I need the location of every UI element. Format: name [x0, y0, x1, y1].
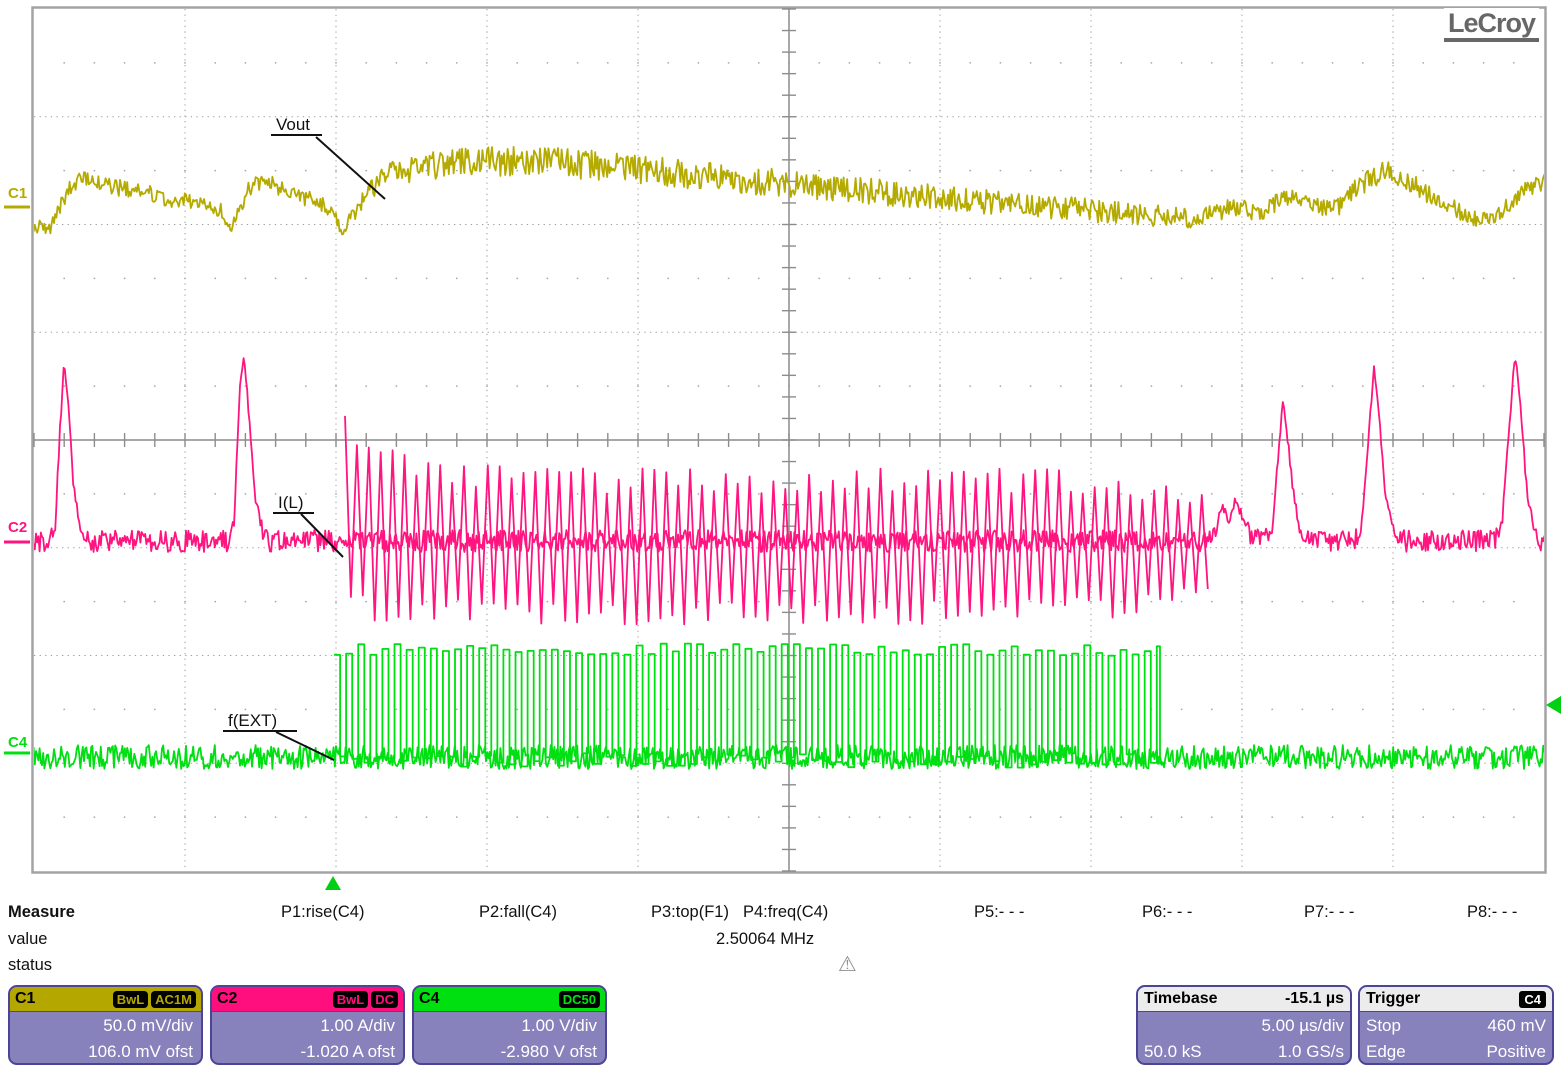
trigger-type: Edge: [1366, 1042, 1406, 1061]
channel-box-c2-header: C2 BwL DC: [212, 987, 403, 1012]
annotation-pointer-line: [300, 513, 344, 558]
waveforms: [34, 145, 1544, 770]
trigger-level-marker[interactable]: [1546, 696, 1561, 714]
channel-c4-offset: -2.980 V ofst: [500, 1042, 597, 1061]
annotation-fext: f(EXT): [223, 711, 335, 761]
trigger-mode: Stop: [1366, 1016, 1401, 1035]
channel-id-c4: C4: [419, 990, 440, 1007]
annotation-pointer-line: [315, 136, 386, 200]
coupling-badge-c4: DC50: [558, 990, 600, 1008]
channel-label-c4[interactable]: C4: [8, 734, 28, 751]
graticule: [31, 6, 1547, 874]
measure-status-row: status ⚠: [0, 952, 1562, 978]
channel-box-c1[interactable]: C1 BwL AC1M 50.0 mV/div 106.0 mV ofst: [8, 985, 203, 1065]
timebase-rate: 1.0 GS/s: [1277, 1042, 1344, 1061]
channel-c1-scale: 50.0 mV/div: [103, 1016, 193, 1035]
trace-c2-base: [34, 357, 1544, 553]
measure-p4-label[interactable]: P4:freq(C4): [743, 903, 829, 921]
channel-box-c2-body: 1.00 A/div -1.020 A ofst: [212, 1012, 403, 1063]
annotation-il: I(L): [273, 493, 344, 558]
channel-c2-scale: 1.00 A/div: [320, 1016, 395, 1035]
channel-box-c2[interactable]: C2 BwL DC 1.00 A/div -1.020 A ofst: [210, 985, 405, 1065]
coupling-badge-c1: AC1M: [151, 990, 196, 1008]
bwl-badge-c1: BwL: [112, 990, 149, 1008]
measure-label-row: Measure P1:rise(C4) P2:fall(C4) P3:top(F…: [0, 903, 1562, 925]
measure-value-row-label: value: [8, 930, 48, 948]
measure-p5-label[interactable]: P5:- - -: [974, 903, 1025, 921]
annotation-text: I(L): [278, 493, 304, 512]
channel-c2-offset: -1.020 A ofst: [300, 1042, 395, 1061]
measure-p3-label[interactable]: P3:top(F1): [651, 903, 729, 921]
measure-title: Measure: [8, 903, 75, 921]
annotation-text: Vout: [276, 115, 310, 134]
coupling-badge-c2: DC: [371, 990, 398, 1008]
trace-c4-burst: [334, 642, 1161, 769]
channel-c4-scale: 1.00 V/div: [521, 1016, 597, 1035]
annotation-text: f(EXT): [228, 711, 277, 730]
channel-box-c4-body: 1.00 V/div -2.980 V ofst: [414, 1012, 605, 1063]
trace-c2-burst: [344, 415, 1209, 626]
bwl-badge-c2: BwL: [332, 990, 369, 1008]
measure-p2-label[interactable]: P2:fall(C4): [479, 903, 557, 921]
channel-label-c1[interactable]: C1: [8, 185, 27, 202]
trigger-level: 460 mV: [1487, 1016, 1546, 1035]
timebase-samples: 50.0 kS: [1144, 1042, 1202, 1061]
measure-p4-value: 2.50064 MHz: [716, 930, 815, 948]
timebase-delay: -15.1 µs: [1284, 990, 1344, 1007]
measure-p6-label[interactable]: P6:- - -: [1142, 903, 1193, 921]
trigger-slope: Positive: [1486, 1042, 1546, 1061]
trace-c4-base: [34, 744, 1544, 770]
channel-box-c4-header: C4 DC50: [414, 987, 605, 1012]
lecroy-logo: LeCroy: [1444, 8, 1540, 42]
trigger-box[interactable]: Trigger C4 Stop 460 mV Edge Positive: [1358, 985, 1554, 1065]
measure-status-row-label: status: [8, 956, 53, 974]
channel-c1-offset: 106.0 mV ofst: [88, 1042, 193, 1061]
channel-box-c1-body: 50.0 mV/div 106.0 mV ofst: [10, 1012, 201, 1063]
annotation-pointer-line: [275, 731, 335, 761]
warning-icon: ⚠: [838, 952, 857, 976]
trace-c1: [34, 145, 1544, 236]
measure-value-row: value 2.50064 MHz: [0, 930, 1562, 952]
channel-id-c2: C2: [217, 990, 238, 1007]
trigger-time-marker[interactable]: [325, 876, 341, 890]
trigger-title: Trigger: [1366, 990, 1421, 1007]
measure-p7-label[interactable]: P7:- - -: [1304, 903, 1355, 921]
trigger-body: Stop 460 mV Edge Positive: [1360, 1012, 1552, 1063]
timebase-box[interactable]: Timebase -15.1 µs 5.00 µs/div 50.0 kS 1.…: [1136, 985, 1352, 1065]
channel-box-c4[interactable]: C4 DC50 1.00 V/div -2.980 V ofst: [412, 985, 607, 1065]
timebase-body: 5.00 µs/div 50.0 kS 1.0 GS/s: [1138, 1012, 1350, 1063]
timebase-title: Timebase: [1144, 990, 1218, 1007]
channel-label-c2[interactable]: C2: [8, 519, 27, 536]
timebase-header: Timebase -15.1 µs: [1138, 987, 1350, 1012]
channel-id-c1: C1: [15, 990, 36, 1007]
measure-p1-label[interactable]: P1:rise(C4): [281, 903, 365, 921]
measure-p8-label[interactable]: P8:- - -: [1467, 903, 1518, 921]
trigger-header: Trigger C4: [1360, 987, 1552, 1012]
annotation-vout: Vout: [271, 115, 386, 200]
trigger-source-badge: C4: [1519, 990, 1546, 1008]
channel-box-c1-header: C1 BwL AC1M: [10, 987, 201, 1012]
timebase-scale: 5.00 µs/div: [1261, 1016, 1344, 1035]
